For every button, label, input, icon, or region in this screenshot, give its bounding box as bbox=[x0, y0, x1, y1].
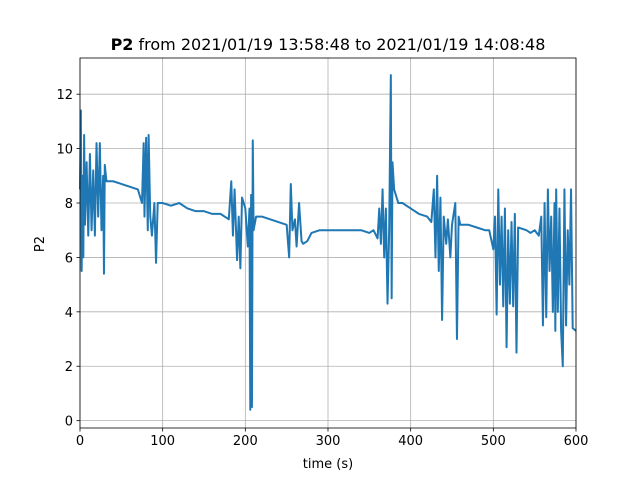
title-text: from 2021/01/19 13:58:48 to 2021/01/19 1… bbox=[139, 35, 546, 54]
y-tick-label: 0 bbox=[65, 415, 73, 430]
data-line bbox=[79, 74, 577, 411]
x-tick-label: 0 bbox=[76, 434, 84, 449]
y-tick-label: 6 bbox=[65, 251, 73, 266]
x-axis-label: time (s) bbox=[303, 457, 353, 472]
y-tick-label: 8 bbox=[65, 197, 73, 212]
y-tick-label: 4 bbox=[65, 306, 73, 321]
chart-title: P2 from 2021/01/19 13:58:48 to 2021/01/1… bbox=[111, 35, 546, 54]
title-variable: P2 bbox=[111, 35, 134, 54]
x-tick-label: 300 bbox=[316, 434, 341, 449]
x-tick-label: 200 bbox=[233, 434, 258, 449]
plot-frame bbox=[79, 57, 577, 429]
x-tick-label: 600 bbox=[564, 434, 589, 449]
y-tick-label: 10 bbox=[56, 143, 73, 158]
y-tick-label: 12 bbox=[56, 88, 73, 103]
x-tick-label: 400 bbox=[398, 434, 423, 449]
y-axis-label: P2 bbox=[33, 236, 48, 252]
y-tick-label: 2 bbox=[65, 360, 73, 375]
x-tick-label: 500 bbox=[481, 434, 506, 449]
x-tick-label: 100 bbox=[150, 434, 175, 449]
